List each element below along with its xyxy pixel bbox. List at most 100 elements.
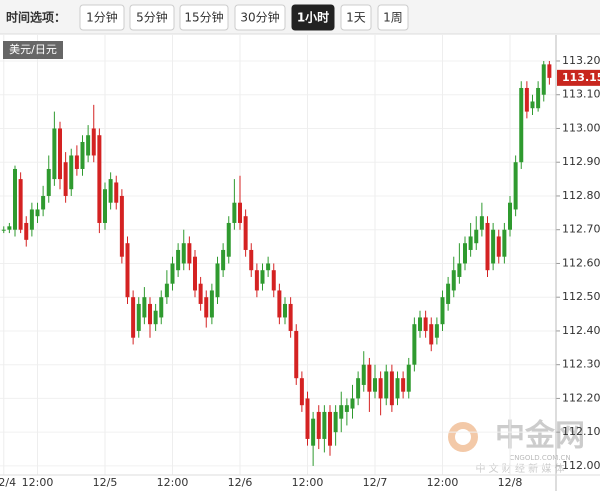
candle-body <box>440 297 445 325</box>
candle-body <box>277 290 282 318</box>
candle-body <box>153 310 158 325</box>
candle-body <box>170 263 175 284</box>
plot <box>0 35 556 475</box>
candle-body <box>97 135 102 223</box>
candle-body <box>29 209 34 230</box>
x-tick-label: 12/8 <box>498 476 523 489</box>
candle-body <box>159 297 164 318</box>
candle-body <box>114 182 119 203</box>
candle-body <box>80 141 85 169</box>
candle-body <box>41 195 46 210</box>
candle-body <box>305 398 310 439</box>
candle-body <box>288 303 293 331</box>
candle-body <box>367 364 372 392</box>
candle-body <box>463 243 467 264</box>
candle-body <box>181 243 186 264</box>
x-tick-label: 12/5 <box>93 476 118 489</box>
candle-body <box>451 270 456 291</box>
symbol-tag-bg <box>3 41 63 59</box>
candle-body <box>260 270 265 284</box>
candle-body <box>69 155 74 190</box>
candle-body <box>536 87 541 109</box>
button-bg <box>340 4 372 31</box>
y-tick-label: 113.00 <box>562 121 600 134</box>
button-bg <box>291 4 335 31</box>
candle-body <box>311 418 316 446</box>
button-label: 5分钟 <box>136 10 168 25</box>
candle-body <box>474 229 479 244</box>
candle-body <box>468 236 473 250</box>
last-price-label: 113.15 <box>562 71 600 84</box>
candle-body <box>18 179 23 230</box>
time-button[interactable]: 1周 <box>377 4 409 31</box>
y-tick-label: 112.10 <box>562 425 600 438</box>
candle-body <box>434 324 439 338</box>
x-tick-label: 12:00 <box>292 476 324 489</box>
button-bg <box>377 4 409 31</box>
time-button[interactable]: 15分钟 <box>179 4 229 31</box>
x-tick-label: 12:00 <box>157 476 189 489</box>
candle-body <box>226 222 231 257</box>
candle-body <box>215 263 220 298</box>
candle-body <box>361 364 366 385</box>
time-button[interactable]: 1天 <box>340 4 372 31</box>
candle-body <box>187 243 192 264</box>
candle-body <box>316 411 321 439</box>
candle-body <box>119 195 124 257</box>
watermark-logo-inner <box>455 429 471 445</box>
candle-body <box>395 378 400 399</box>
candle-body <box>46 168 51 196</box>
candle-body <box>412 324 417 365</box>
candle-body <box>457 263 462 277</box>
y-tick-label: 112.80 <box>562 189 600 202</box>
candle-body <box>209 290 214 318</box>
y-tick-label: 112.20 <box>562 391 600 404</box>
candle-body <box>485 222 490 271</box>
candle-body <box>58 128 62 180</box>
candle-body <box>74 155 79 169</box>
y-tick-label: 112.40 <box>562 324 600 337</box>
candle-body <box>333 411 338 433</box>
candle-body <box>249 249 254 271</box>
y-tick-label: 112.90 <box>562 155 600 168</box>
candle-body <box>176 249 181 271</box>
candle-body <box>204 297 209 318</box>
button-label: 1小时 <box>297 10 329 25</box>
candle-body <box>35 209 40 217</box>
candle-body <box>1 229 6 231</box>
candle-body <box>356 378 361 399</box>
y-tick-label: 113.20 <box>562 54 600 67</box>
candle-body <box>232 202 237 223</box>
y-tick-label: 112.00 <box>562 459 600 472</box>
watermark-site: CNGOLD.COM.CN <box>509 454 570 462</box>
candle-body <box>108 179 113 203</box>
candle-body <box>328 411 332 446</box>
candle-body <box>271 270 276 291</box>
candle-body <box>524 87 529 112</box>
time-button[interactable]: 1分钟 <box>79 4 125 31</box>
candle-body <box>401 378 406 392</box>
last-price-bg <box>557 69 600 86</box>
candle-body <box>283 303 287 318</box>
candle-body <box>429 324 434 345</box>
candle-body <box>322 411 327 439</box>
candle-body <box>7 226 12 230</box>
candle-body <box>541 64 546 95</box>
candle-body <box>378 378 383 399</box>
candle-body <box>294 330 299 379</box>
candle-body <box>502 229 507 257</box>
y-tick-label: 112.60 <box>562 256 600 269</box>
candle-body <box>193 256 197 291</box>
candle-body <box>103 189 107 223</box>
candle-body <box>238 202 242 223</box>
candle-body <box>52 128 57 180</box>
button-label: 1天 <box>346 11 366 25</box>
button-bg <box>79 4 125 31</box>
button-label: 15分钟 <box>184 10 223 25</box>
time-button[interactable]: 30分钟 <box>234 4 286 31</box>
time-button[interactable]: 1小时 <box>291 4 335 31</box>
candle-body <box>491 229 496 264</box>
candle-body <box>530 101 535 109</box>
button-bg <box>179 4 229 31</box>
time-button[interactable]: 5分钟 <box>129 4 175 31</box>
